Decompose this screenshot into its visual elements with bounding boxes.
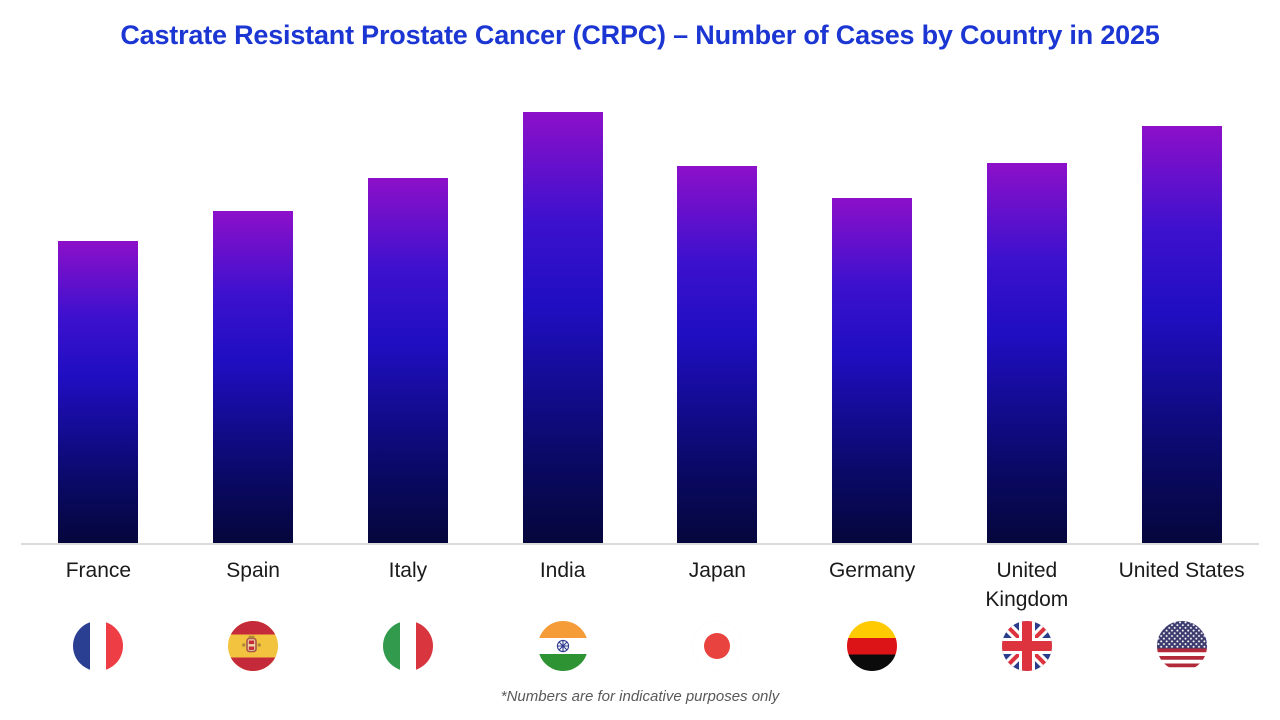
italy-flag-icon (382, 621, 433, 671)
bar-united-states (1141, 126, 1222, 543)
germany-flag-icon (847, 621, 898, 671)
footnote-text: *Numbers are for indicative purposes onl… (500, 688, 780, 705)
bar-column-italy (331, 111, 486, 543)
x-label-germany: Germany (828, 559, 916, 582)
x-label-france: France (65, 559, 132, 582)
bar-column-united-states (1104, 111, 1259, 543)
page-title: Castrate Resistant Prostate Cancer (CRPC… (120, 20, 1160, 50)
x-label-italy: Italy (388, 559, 428, 582)
bar-india (522, 112, 603, 543)
bar-germany (832, 198, 913, 543)
x-label-united-kingdom: United Kingdom (985, 559, 1069, 611)
flags-row (21, 621, 1259, 671)
bar-japan (677, 166, 758, 543)
x-label-spain: Spain (226, 559, 280, 582)
spain-flag-icon (228, 621, 279, 671)
bar-column-france (21, 111, 176, 543)
japan-flag-icon (692, 621, 743, 671)
x-label-japan: Japan (688, 559, 746, 582)
us-flag-icon (1156, 621, 1207, 671)
bar-spain (213, 211, 294, 543)
bar-chart-plot-area (21, 111, 1259, 543)
x-axis-baseline (21, 543, 1259, 545)
x-label-united-states: United States (1118, 559, 1245, 582)
bar-column-spain (176, 111, 331, 543)
bar-france (58, 241, 139, 543)
bar-column-united-kingdom (950, 111, 1105, 543)
x-label-india: India (539, 559, 586, 582)
uk-flag-icon (1001, 621, 1052, 671)
india-flag-icon (537, 621, 588, 671)
bar-column-germany (795, 111, 950, 543)
bar-column-japan (640, 111, 795, 543)
france-flag-icon (73, 621, 124, 671)
bar-italy (367, 178, 448, 543)
bar-united-kingdom (986, 163, 1067, 543)
x-axis-labels: France Spain Italy India Japan Germany U… (21, 556, 1259, 614)
bar-column-india (485, 111, 640, 543)
